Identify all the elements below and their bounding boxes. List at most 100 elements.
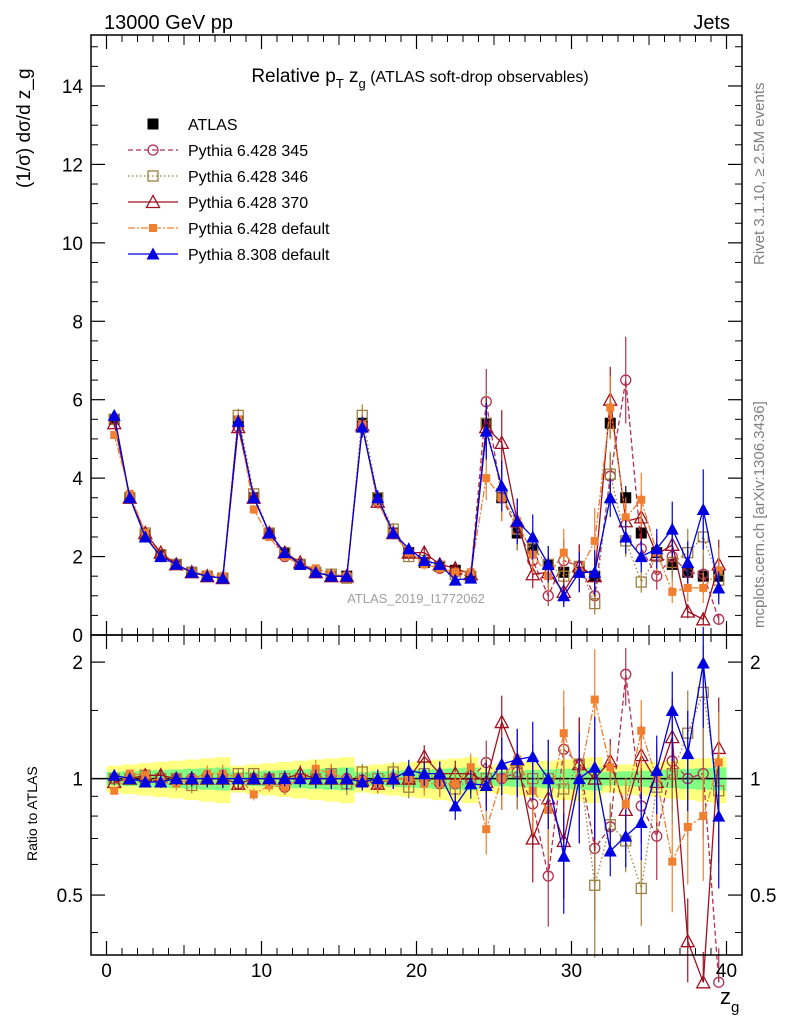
data-point <box>464 777 478 790</box>
legend-label: Pythia 8.308 default <box>188 247 330 264</box>
ratio-frame <box>90 634 743 956</box>
data-point <box>603 844 617 857</box>
data-point <box>371 772 385 785</box>
series-ATLAS <box>108 408 725 587</box>
data-point <box>557 589 571 602</box>
data-point <box>216 772 230 785</box>
data-point <box>262 526 276 539</box>
x-tick-label: 20 <box>406 961 427 982</box>
rivet-label: Rivet 3.1.10, ≥ 2.5M events <box>751 83 768 266</box>
data-point <box>589 597 601 610</box>
data-point <box>466 763 475 772</box>
data-point <box>340 772 354 785</box>
data-point <box>138 775 152 788</box>
data-point <box>650 542 664 555</box>
data-point <box>141 771 150 780</box>
data-point <box>417 553 431 566</box>
data-point <box>683 822 692 831</box>
data-point <box>525 830 541 845</box>
data-point <box>106 415 122 430</box>
data-point <box>482 474 491 483</box>
data-point <box>714 566 723 575</box>
legend-label: Pythia 6.428 345 <box>188 143 308 160</box>
data-point <box>185 772 199 785</box>
data-point <box>107 768 121 781</box>
data-point <box>280 783 289 792</box>
x-tick-label: 10 <box>251 961 272 982</box>
ratio-y-tick-label-right: 1 <box>750 770 761 791</box>
y-tick-label: 14 <box>62 77 84 98</box>
data-point <box>495 757 509 770</box>
x-tick-label: 0 <box>101 961 112 982</box>
data-point <box>683 583 692 592</box>
data-point <box>147 118 159 130</box>
data-point <box>311 764 320 773</box>
data-point <box>713 976 725 988</box>
data-point <box>510 753 524 766</box>
legend-entry-p345: Pythia 6.428 345 <box>128 143 308 160</box>
data-point <box>110 431 119 439</box>
data-point <box>278 772 292 785</box>
data-point <box>696 503 710 516</box>
data-point <box>510 514 524 527</box>
data-point <box>247 491 261 504</box>
legend-entry-p370: Pythia 6.428 370 <box>128 194 308 212</box>
data-point <box>402 542 416 555</box>
ratio-y-tick-label: 2 <box>72 653 83 674</box>
data-point <box>293 557 307 570</box>
data-point <box>714 758 723 767</box>
data-point <box>650 763 664 776</box>
data-point <box>433 557 447 570</box>
data-point <box>340 569 354 582</box>
data-point <box>355 775 369 788</box>
y-tick-label: 0 <box>72 626 83 647</box>
data-point <box>278 546 292 559</box>
legend-entry-p8def: Pythia 8.308 default <box>128 247 330 264</box>
data-point <box>634 816 648 829</box>
data-point <box>402 763 416 776</box>
ratio-y-tick-label: 0.5 <box>57 886 83 907</box>
legend-entry-ATLAS: ATLAS <box>147 117 238 134</box>
data-point <box>589 879 601 891</box>
data-point <box>525 566 541 581</box>
data-point <box>699 812 708 821</box>
ratio-y-tick-label: 1 <box>72 770 83 791</box>
data-point <box>200 569 214 582</box>
data-point <box>651 830 663 842</box>
data-point <box>464 571 478 584</box>
data-point <box>665 522 679 535</box>
data-point <box>620 374 632 386</box>
data-point <box>123 772 137 785</box>
data-point <box>713 613 725 625</box>
data-point <box>620 668 632 680</box>
data-point <box>712 809 726 822</box>
x-tick-label: 40 <box>716 961 737 982</box>
data-point <box>588 760 602 773</box>
data-point <box>309 772 323 785</box>
data-point <box>681 555 695 568</box>
data-point <box>572 565 586 578</box>
data-point <box>559 548 568 557</box>
ratio-y-tick-label-right: 0.5 <box>750 886 776 907</box>
data-point <box>262 772 276 785</box>
data-point <box>451 779 460 788</box>
y-tick-label: 6 <box>72 391 83 412</box>
data-point <box>668 857 677 866</box>
data-point <box>479 778 493 791</box>
data-point <box>138 530 152 543</box>
data-point <box>371 491 385 504</box>
data-point <box>147 144 159 156</box>
y-tick-label: 8 <box>72 312 83 333</box>
legend-entry-p346: Pythia 6.428 346 <box>128 169 308 186</box>
data-point <box>637 495 646 504</box>
data-point <box>621 513 630 522</box>
data-point <box>433 767 447 780</box>
data-point <box>712 581 726 594</box>
data-point <box>147 170 159 182</box>
ratio-panel: 0.5 0.51 12 20 10 20 30 40 <box>57 626 776 989</box>
series-p370 <box>106 366 727 626</box>
series-line <box>113 415 720 598</box>
data-point <box>247 772 261 785</box>
data-point <box>590 536 599 545</box>
